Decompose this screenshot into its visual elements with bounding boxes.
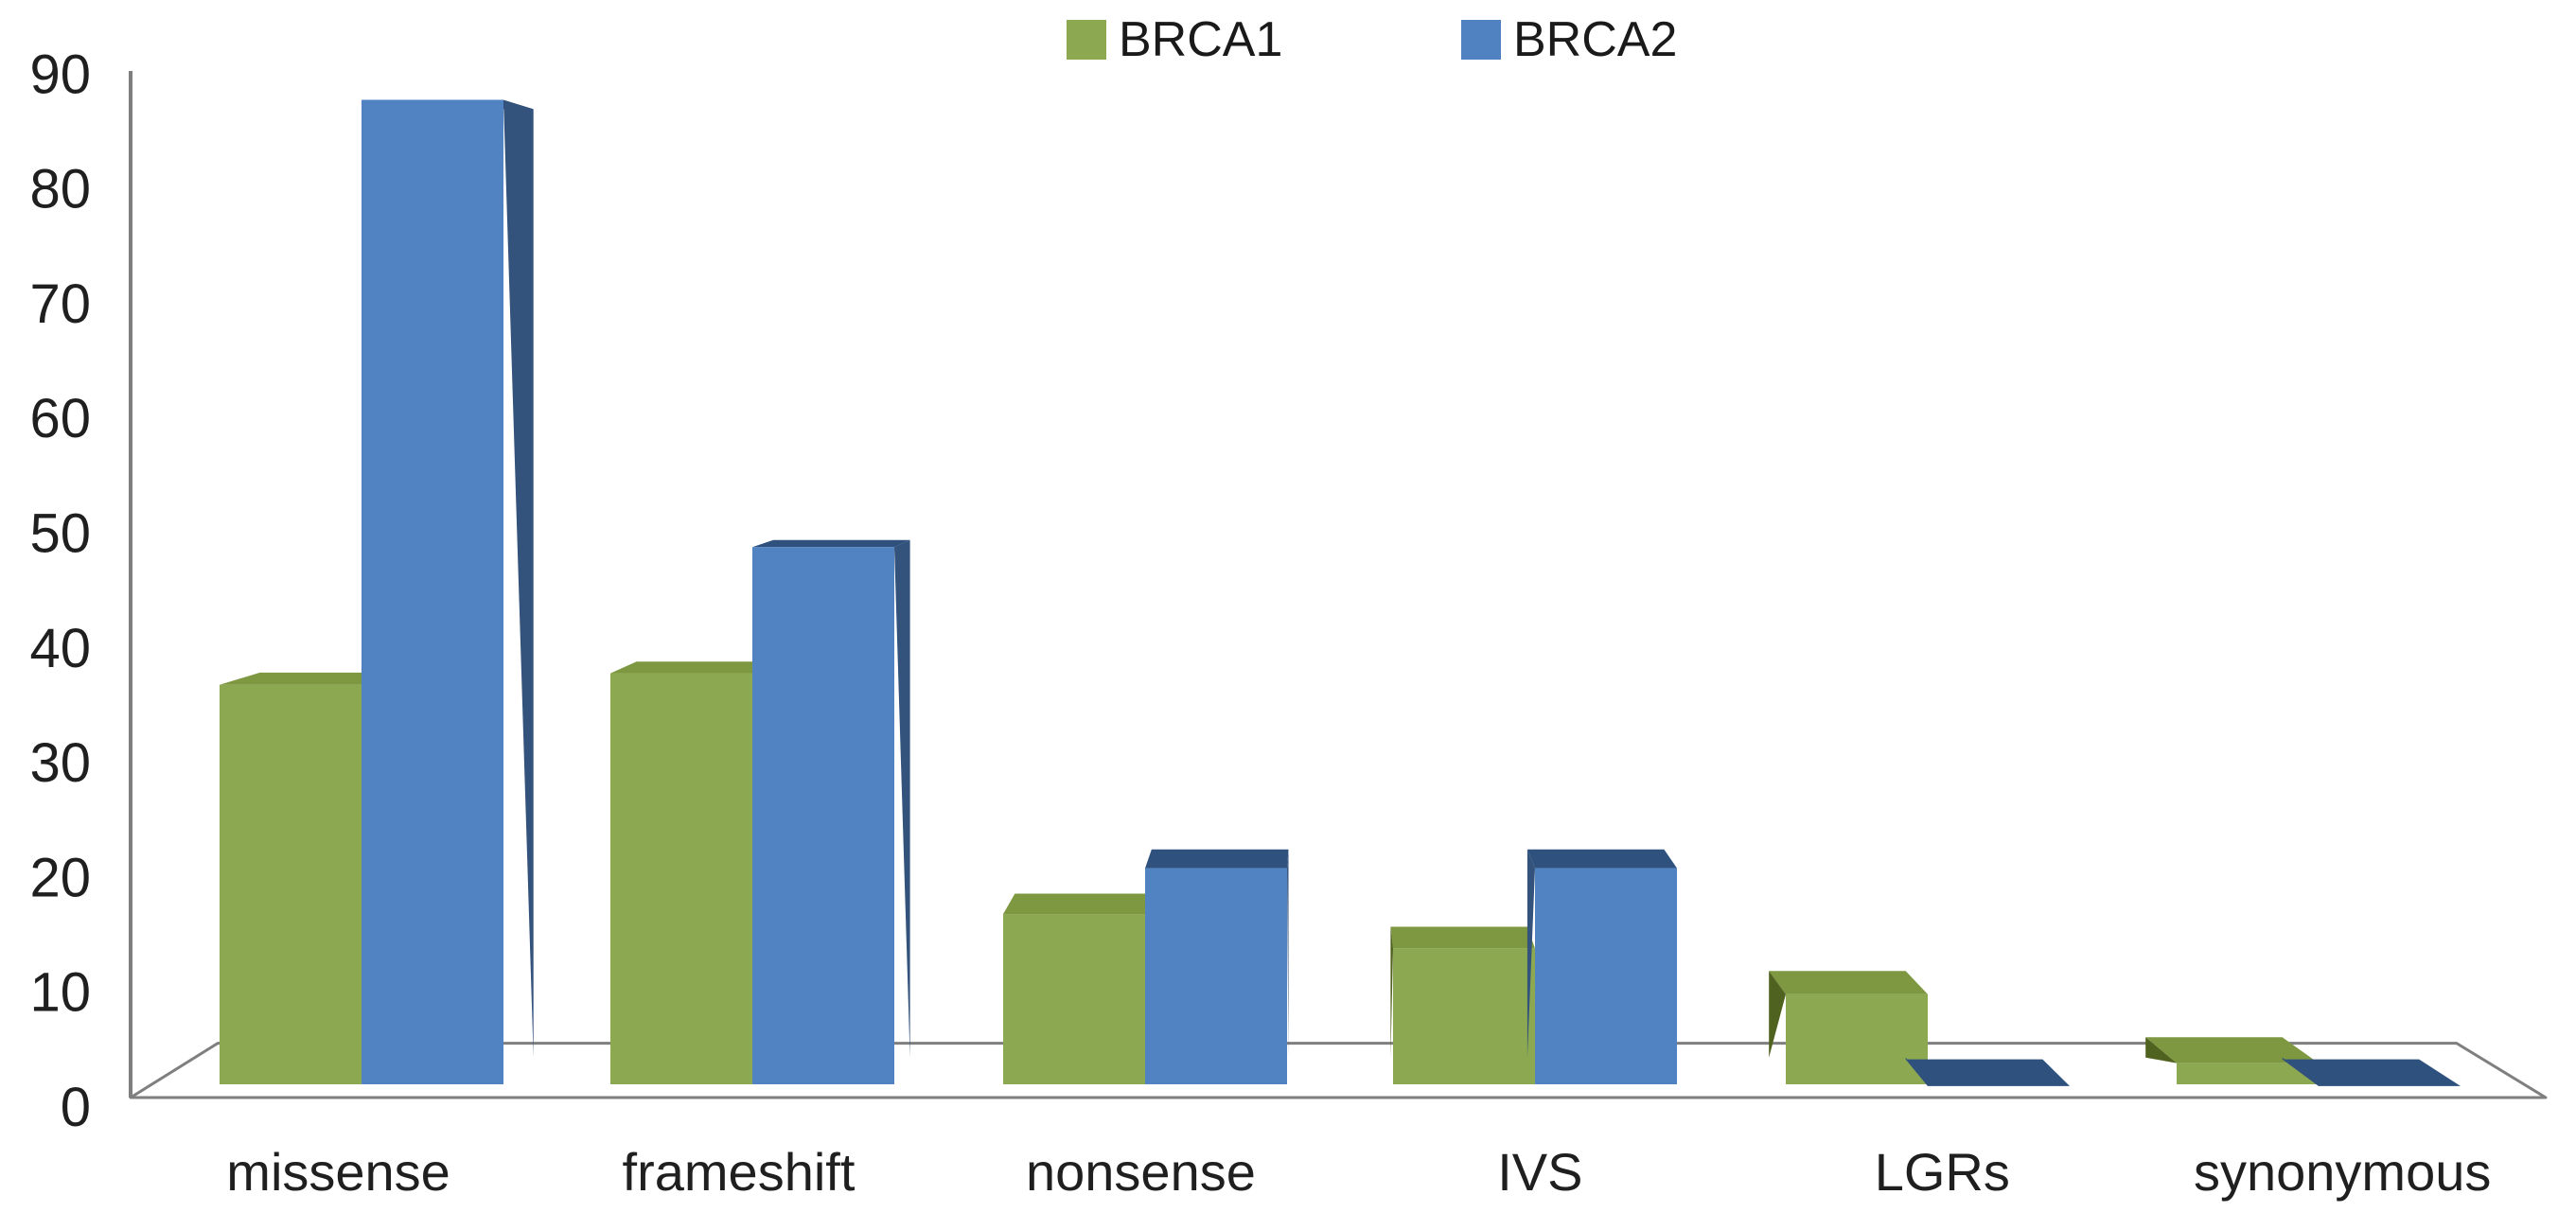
bar-missense-brca2-front-face — [362, 99, 503, 1084]
bar-IVS-brca1-left-face — [1390, 926, 1393, 1058]
bar-frameshift-brca1-front-face — [610, 673, 752, 1084]
bar-LGRs-brca1-left-face — [1769, 971, 1786, 1058]
bar-synonymous-brca2-top-face — [2282, 1059, 2461, 1086]
bar-IVS-brca1-front-face — [1393, 948, 1535, 1084]
bar-IVS-brca1-top-face — [1390, 926, 1535, 949]
bar-nonsense-brca2-front-face — [1145, 868, 1287, 1084]
x-category-label-frameshift: frameshift — [623, 1142, 856, 1202]
bar-frameshift-brca2-right-face — [894, 539, 910, 1058]
bar-IVS-brca2-front-face — [1535, 868, 1677, 1084]
bar-nonsense-brca2-top-face — [1145, 849, 1289, 869]
bar-frameshift-brca2-top-face — [752, 539, 910, 548]
bar-synonymous-brca1-front-face — [2177, 1063, 2319, 1084]
y-tick-label-10: 10 — [29, 962, 91, 1024]
y-tick-label-50: 50 — [29, 503, 91, 565]
y-tick-label-70: 70 — [29, 273, 91, 335]
bar-synonymous-brca1-top-face — [2145, 1037, 2319, 1063]
bar-LGRs-brca2-left-face — [1905, 1057, 1928, 1086]
bar-LGRs-brca2-top-face — [1905, 1059, 2070, 1086]
y-tick-label-30: 30 — [29, 732, 91, 794]
bar-LGRs-brca1-front-face — [1786, 993, 1928, 1084]
x-category-label-missense: missense — [226, 1142, 450, 1202]
x-category-label-IVS: IVS — [1497, 1142, 1582, 1202]
bar-LGRs-brca1-top-face — [1769, 971, 1928, 994]
y-tick-label-80: 80 — [29, 159, 91, 220]
bar-missense-brca1-top-face — [220, 672, 397, 685]
x-category-label-synonymous: synonymous — [2194, 1142, 2491, 1202]
y-tick-label-40: 40 — [29, 618, 91, 679]
bar-nonsense-brca1-top-face — [1003, 893, 1152, 915]
y-tick-label-60: 60 — [29, 388, 91, 449]
bar-frameshift-brca1-top-face — [610, 661, 774, 674]
bar-missense-brca1-front-face — [220, 684, 362, 1084]
x-category-label-LGRs: LGRs — [1875, 1142, 2010, 1202]
bar-IVS-brca2-top-face — [1526, 849, 1677, 869]
bar-missense-brca2-right-face — [503, 99, 534, 1058]
x-category-label-nonsense: nonsense — [1026, 1142, 1256, 1202]
bar-nonsense-brca1-front-face — [1003, 914, 1145, 1084]
bar-synonymous-brca1-left-face — [2145, 1037, 2177, 1063]
bar-synonymous-brca2-left-face — [2282, 1057, 2319, 1086]
bar-frameshift-brca2-front-face — [752, 547, 894, 1084]
y-tick-label-0: 0 — [61, 1077, 91, 1138]
y-tick-label-20: 20 — [29, 847, 91, 908]
y-tick-label-90: 90 — [29, 44, 91, 105]
bar-nonsense-brca2-right-face — [1287, 849, 1289, 1058]
bar-IVS-brca2-left-face — [1526, 849, 1535, 1058]
